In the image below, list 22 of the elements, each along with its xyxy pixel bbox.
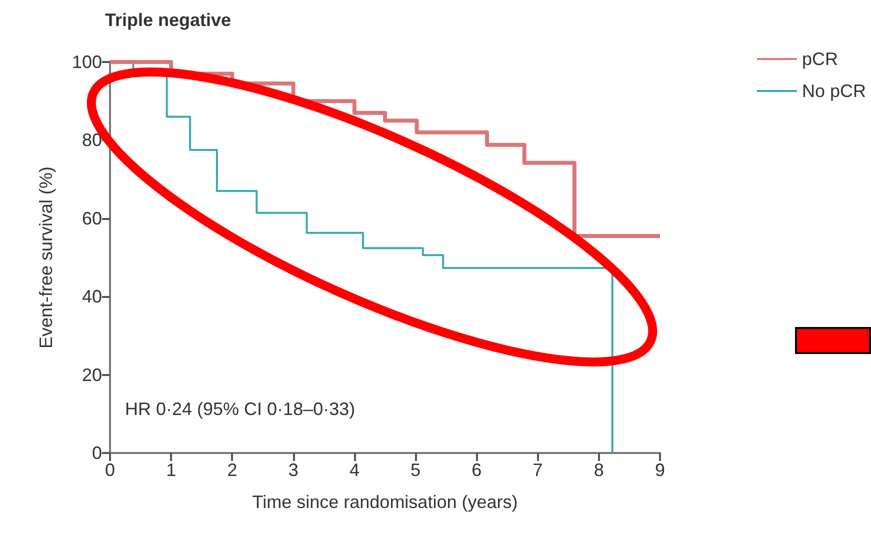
- x-tick-label: 5: [410, 460, 421, 480]
- x-tick-label: 1: [166, 460, 176, 480]
- annotation: HR 0·24 (95% CI 0·18–0·33): [125, 399, 356, 419]
- y-tick-label: 20: [82, 364, 102, 385]
- x-tick-label: 3: [288, 460, 298, 480]
- x-tick-label: 6: [472, 460, 482, 480]
- y-tick-label: 0: [92, 443, 102, 463]
- x-tick-label: 0: [104, 460, 116, 480]
- x-tick-label: 8: [594, 460, 604, 480]
- x-tick-label: 9: [654, 460, 666, 480]
- y-tick-label: 80: [82, 130, 102, 150]
- y-tick-label: 60: [82, 208, 102, 228]
- y-tick-label: 40: [82, 286, 102, 307]
- x-axis-title: Time since randomisation (years): [252, 492, 518, 512]
- chart-title: Triple negative: [105, 10, 232, 30]
- x-tick-label: 7: [532, 460, 543, 480]
- x-tick-label: 2: [227, 460, 238, 480]
- legend-label: No pCR: [802, 81, 866, 101]
- x-tick-label: 4: [349, 460, 360, 480]
- legend-label: pCR: [802, 49, 838, 69]
- y-axis-title: Event-free survival (%): [36, 166, 56, 349]
- y-tick-label: 100: [72, 52, 102, 72]
